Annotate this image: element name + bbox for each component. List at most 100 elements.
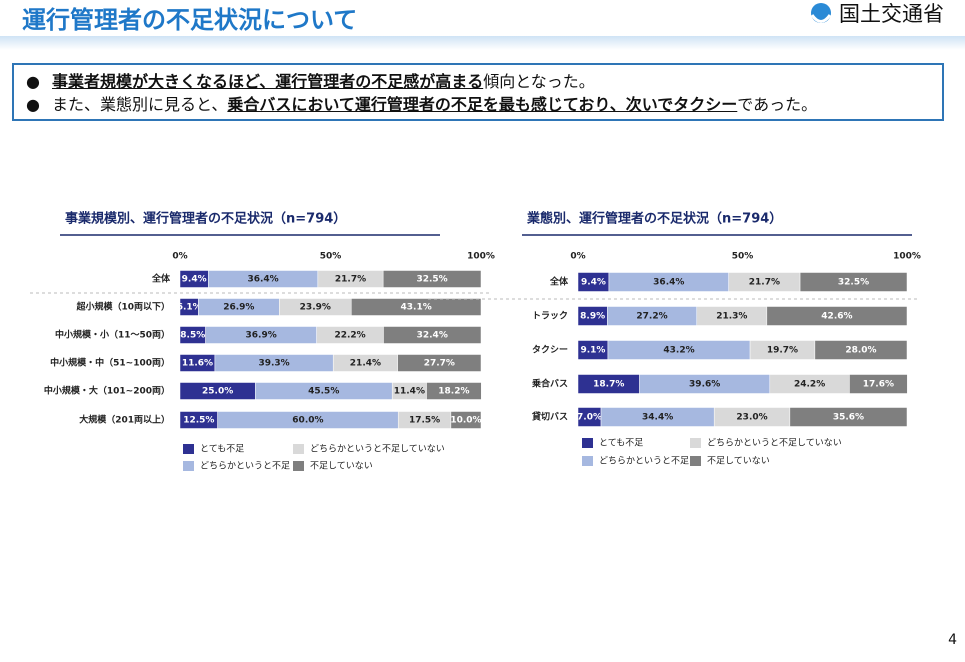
category-label: 全体 [549,276,569,288]
value-label: 23.9% [300,303,331,313]
header-band [0,36,965,50]
value-label: 28.0% [845,346,876,356]
category-label: 中小規模・小（11～50両） [55,329,170,341]
x-tick-label: 100% [467,252,495,262]
x-tick-label: 0% [570,252,585,262]
legend-label: どちらかというと不足 [599,456,689,467]
legend-label: とても不足 [200,444,244,455]
category-label: 大規模（201両以上） [79,414,170,426]
bullet-box: ● 事業者規模が大きくなるほど、運行管理者の不足感が高まる傾向となった。 ● また、… [12,63,944,121]
value-label: 9.1% [580,346,605,356]
value-label: 34.4% [642,413,673,423]
bar-segment [849,374,908,394]
legend-swatch [690,438,701,448]
value-label: 8.9% [580,312,605,322]
chart-title: 業態別、運行管理者の不足状況（n=794） [526,211,782,227]
value-label: 25.0% [202,387,233,397]
bullet-text: また、業態別に見ると、 [52,95,228,114]
chart-title: 事業規模別、運行管理者の不足状況（n=794） [65,211,346,227]
logo-swoosh [810,14,832,23]
value-label: 45.5% [308,387,339,397]
bar-segment [450,411,482,429]
bar-segment [789,407,908,427]
value-label: 21.7% [749,278,780,288]
value-label: 27.2% [636,312,667,322]
value-label: 32.5% [416,275,447,285]
value-label: 21.3% [716,312,747,322]
category-label: タクシー [532,344,568,356]
category-label: 中小規模・中（51~100両） [50,357,170,369]
value-label: 18.7% [593,380,624,390]
value-label: 19.7% [767,346,798,356]
value-label: 9.4% [581,278,606,288]
value-label: 36.4% [247,275,278,285]
legend-label: 不足していない [707,456,770,467]
bullet: ● また、業態別に見ると、乗合バスにおいて運行管理者の不足を最も感じており、次いで… [26,95,818,114]
value-label: 43.2% [663,346,694,356]
page-number: 4 [948,632,957,648]
legend-label: どちらかというと不足していない [707,438,842,449]
value-label: 11.4% [394,387,425,397]
legend-swatch [293,461,304,471]
value-label: 21.7% [335,275,366,285]
value-label: 39.6% [689,380,720,390]
value-label: 18.2% [438,387,469,397]
charts: 事業規模別、運行管理者の不足状況（n=794） 0% 50% 100% 全体 9.4% 36… [30,211,921,472]
value-label: 6.1% [177,303,202,313]
legend-swatch [582,456,593,466]
legend-label: 不足していない [310,461,373,472]
logo-text: 国土交通省 [839,2,944,26]
category-label: 貸切バス [532,411,568,423]
bar-segment [799,272,908,292]
value-label: 23.0% [736,413,767,423]
value-label: 42.6% [821,312,852,322]
x-tick-label: 100% [893,252,921,262]
bar-segment [351,298,482,316]
value-label: 60.0% [292,416,323,426]
value-label: 22.2% [334,331,365,341]
x-tick-label: 50% [320,252,342,262]
bullet-text: 傾向となった。 [483,72,595,91]
value-label: 7.0% [577,413,602,423]
x-tick-label: 0% [172,252,187,262]
category-label: 乗合バス [532,378,568,390]
value-label: 10.0% [450,416,481,426]
bullet: ● 事業者規模が大きくなるほど、運行管理者の不足感が高まる傾向となった。 [26,72,595,91]
value-label: 26.9% [223,303,254,313]
value-label: 39.3% [258,359,289,369]
page-title: 運行管理者の不足状況について [22,6,357,34]
bullet-text: 事業者規模が大きくなるほど、運行管理者の不足感が高まる [52,72,484,91]
category-label: トラック [532,311,568,322]
bar-segment [426,382,482,400]
value-label: 12.5% [183,416,214,426]
value-label: 32.5% [838,278,869,288]
legend-label: どちらかというと不足 [200,461,290,472]
value-label: 27.7% [424,359,455,369]
value-label: 24.2% [794,380,825,390]
value-label: 21.4% [350,359,381,369]
value-label: 36.4% [653,278,684,288]
x-tick-label: 50% [732,252,754,262]
bar-segment [814,340,908,360]
legend-label: とても不足 [599,438,643,449]
value-label: 32.4% [417,331,448,341]
bar-segment [766,306,908,326]
legend-swatch [183,444,194,454]
bullet-text: 乗合バスにおいて運行管理者の不足を最も感じており、次いでタクシー [227,95,738,114]
legend-swatch [690,456,701,466]
legend-swatch [582,438,593,448]
value-label: 9.4% [182,275,207,285]
value-label: 11.6% [182,359,213,369]
bar-segment [382,270,482,288]
bar-segment [397,354,482,372]
value-label: 43.1% [401,303,432,313]
category-label: 超小規模（10両以下） [75,301,170,313]
value-label: 35.6% [833,413,864,423]
value-label: 36.9% [246,331,277,341]
value-label: 8.5% [180,331,205,341]
category-label: 中小規模・大（101~200両） [44,385,170,397]
value-label: 17.5% [409,416,440,426]
legend-swatch [183,461,194,471]
bar-segment [383,326,482,344]
